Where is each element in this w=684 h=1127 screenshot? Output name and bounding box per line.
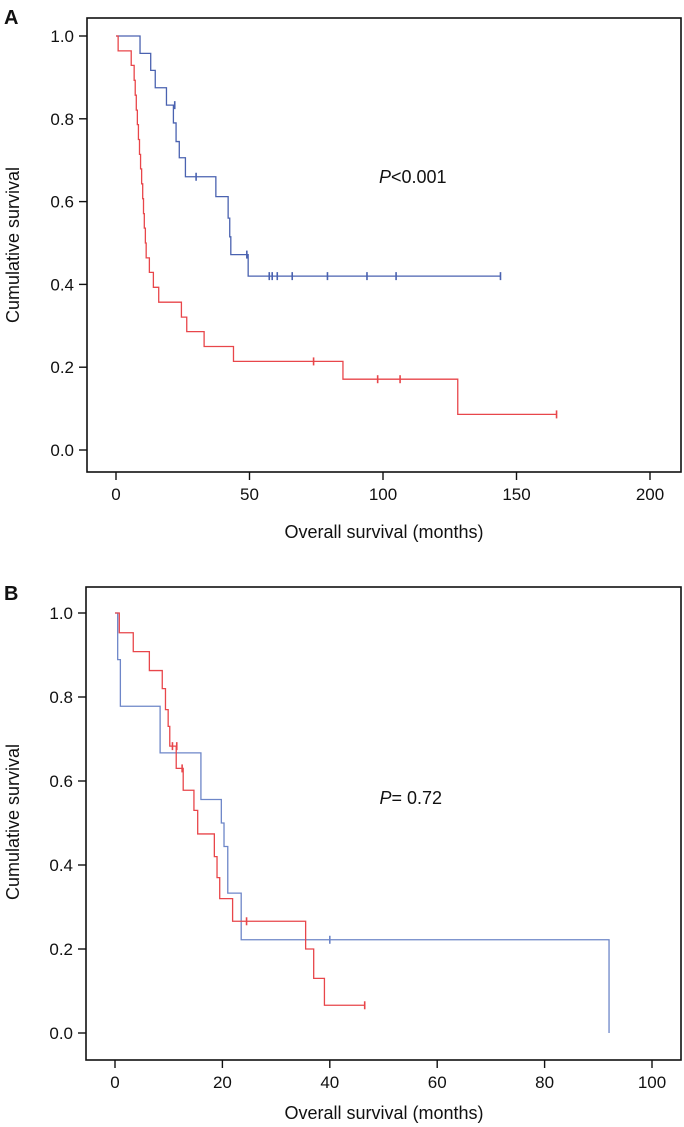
p-value-text: <0.001 xyxy=(391,167,447,187)
y-tick-label: 0.4 xyxy=(49,856,73,875)
y-tick-label: 0.0 xyxy=(50,441,74,460)
p-value-a: P<0.001 xyxy=(379,167,447,187)
x-tick-label: 200 xyxy=(636,485,664,504)
plot-frame-b xyxy=(85,586,682,1061)
x-tick-label: 0 xyxy=(111,485,120,504)
x-tick-label: 50 xyxy=(240,485,259,504)
survival-curve-red xyxy=(115,612,365,1006)
x-tick-label: 80 xyxy=(535,1073,554,1092)
p-symbol: P xyxy=(379,167,391,187)
y-axis-label-b: Cumulative survival xyxy=(3,744,23,900)
y-tick-label: 0.0 xyxy=(49,1024,73,1043)
panel-a: A Cumulative survival Overall survival (… xyxy=(3,7,682,542)
y-tick-label: 0.8 xyxy=(49,688,73,707)
y-tick-label: 0.6 xyxy=(50,193,74,212)
survival-curve-blue xyxy=(116,35,501,277)
plot-frame-a xyxy=(86,17,682,473)
x-axis-label-a: Overall survival (months) xyxy=(284,522,483,542)
panel-label-b: B xyxy=(4,583,18,605)
y-tick-label: 1.0 xyxy=(49,604,73,623)
p-symbol: P xyxy=(380,788,392,808)
x-tick-label: 40 xyxy=(320,1073,339,1092)
x-tick-label: 0 xyxy=(110,1073,119,1092)
panel-b: B Cumulative survival Overall survival (… xyxy=(3,583,682,1123)
x-tick-label: 100 xyxy=(369,485,397,504)
x-tick-label: 20 xyxy=(213,1073,232,1092)
panel-label-a: A xyxy=(4,7,18,29)
x-tick-label: 150 xyxy=(502,485,530,504)
x-tick-label: 100 xyxy=(638,1073,666,1092)
y-tick-label: 1.0 xyxy=(50,27,74,46)
y-tick-label: 0.8 xyxy=(50,110,74,129)
y-tick-label: 0.2 xyxy=(49,940,73,959)
p-value-b: P= 0.72 xyxy=(380,788,443,808)
x-tick-label: 60 xyxy=(428,1073,447,1092)
y-axis-label-a: Cumulative survival xyxy=(3,167,23,323)
y-tick-label: 0.2 xyxy=(50,358,74,377)
survival-curve-blue xyxy=(115,612,610,1033)
y-tick-label: 0.6 xyxy=(49,772,73,791)
x-axis-label-b: Overall survival (months) xyxy=(284,1103,483,1123)
y-tick-label: 0.4 xyxy=(50,275,74,294)
survival-curve-red xyxy=(116,35,557,416)
p-value-text: = 0.72 xyxy=(392,788,443,808)
